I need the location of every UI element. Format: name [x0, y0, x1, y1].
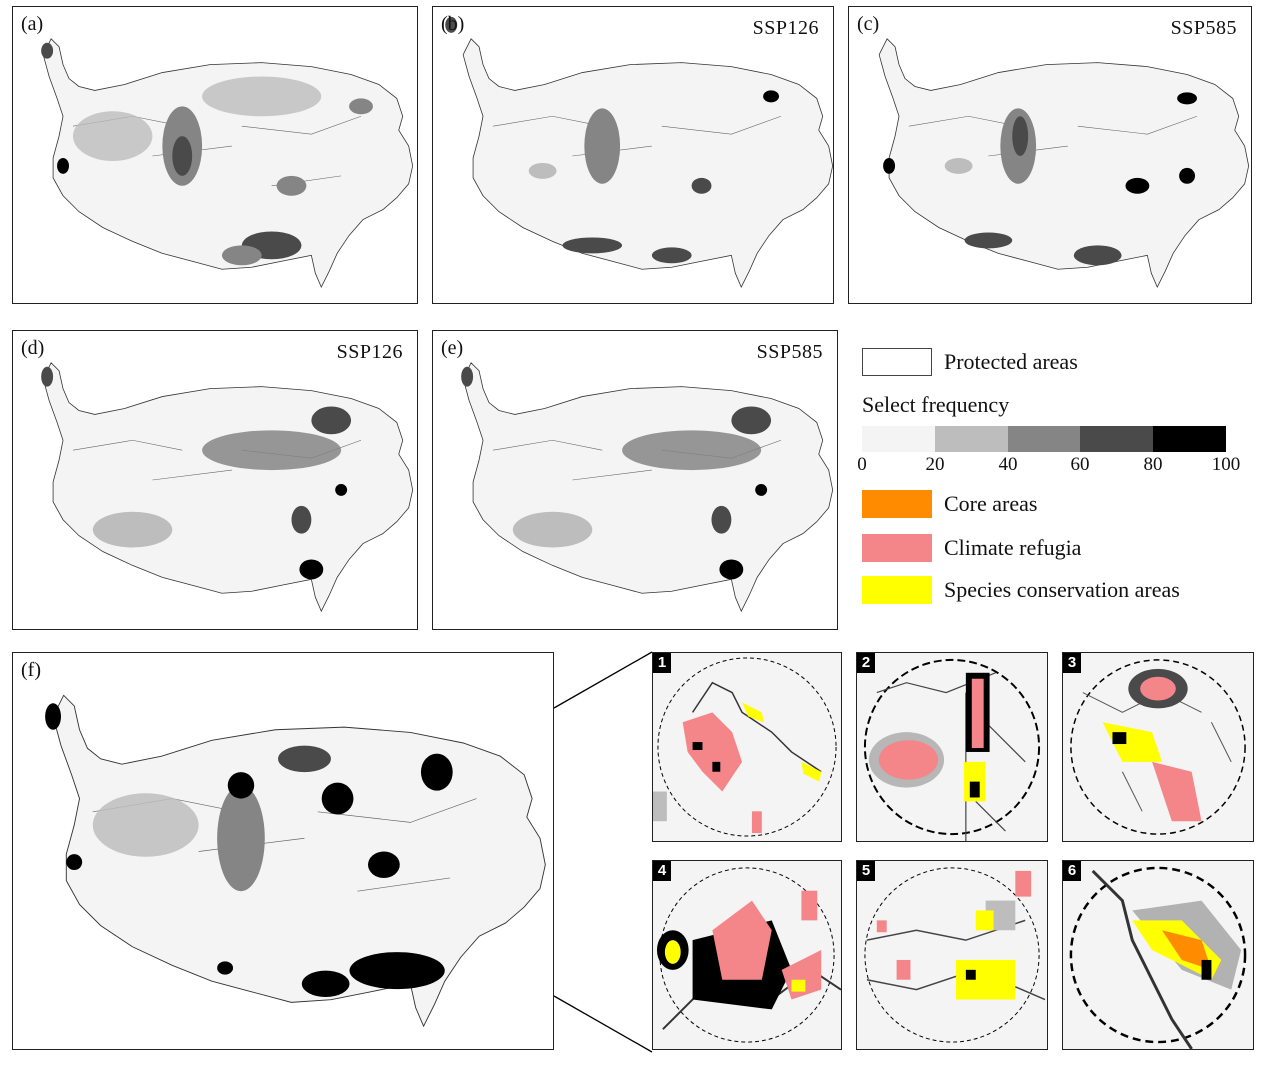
tibet-map-d [41, 362, 414, 612]
inset-map-3 [1070, 659, 1246, 835]
legend-core-areas: Core areas [862, 490, 1037, 518]
inset-3: 3 [1062, 652, 1254, 842]
scale-step [1153, 426, 1226, 452]
frequency-scale-bar [862, 426, 1226, 452]
legend-select-frequency: Select frequency [862, 392, 1009, 418]
inset-6: 6 [1062, 860, 1254, 1050]
inset-map-2 [863, 658, 1041, 841]
inset-map-5 [864, 867, 1046, 1043]
tibet-map-a [41, 38, 414, 288]
tibet-map-c [878, 38, 1250, 288]
legend-protected-areas: Protected areas [862, 348, 1078, 376]
scale-ticks: 0 20 40 60 80 100 [857, 454, 1242, 476]
scale-tick: 60 [1070, 454, 1090, 475]
inset-map-1 [653, 657, 837, 837]
scenario-label: SSP585 [1170, 17, 1237, 39]
scale-tick: 20 [925, 454, 945, 475]
legend-label: Climate refugia [944, 535, 1082, 560]
panel-label: (e) [441, 337, 464, 359]
legend-species-conservation: Species conservation areas [862, 576, 1180, 604]
map-panel-a: (a) [12, 6, 418, 304]
scale-tick: 100 [1211, 454, 1241, 475]
legend-label: Core areas [944, 491, 1038, 516]
tibet-map-b [445, 16, 833, 288]
tibet-map-e [461, 362, 834, 612]
map-panel-f: (f) [12, 652, 554, 1050]
inset-number: 1 [653, 653, 671, 673]
species-conservation-swatch [862, 576, 932, 604]
inset-number: 2 [857, 653, 875, 673]
scale-step [934, 426, 1008, 452]
legend: Protected areas Select frequency 0 20 40… [857, 348, 1262, 618]
inset-number: 4 [653, 861, 671, 881]
legend-label: Protected areas [944, 349, 1078, 374]
inset-map-6 [1069, 866, 1247, 1049]
legend-climate-refugia: Climate refugia [862, 534, 1081, 562]
inset-number: 6 [1063, 861, 1081, 881]
scale-step [862, 426, 935, 452]
protected-areas-swatch [862, 348, 932, 376]
panel-label: (d) [21, 337, 45, 359]
scenario-label: SSP126 [752, 17, 819, 39]
climate-refugia-swatch [862, 534, 932, 562]
scale-step [1007, 426, 1081, 452]
tibet-map-f [45, 694, 546, 1027]
map-panel-d: (d) SSP126 [12, 330, 418, 630]
legend-title: Select frequency [862, 392, 1010, 417]
scale-tick: 80 [1143, 454, 1163, 475]
panel-label: (f) [21, 659, 41, 681]
scenario-label: SSP585 [756, 341, 823, 363]
inset-number: 3 [1063, 653, 1081, 673]
inset-map-4 [656, 867, 841, 1043]
scenario-label: SSP126 [336, 341, 403, 363]
scale-step [1080, 426, 1154, 452]
core-areas-swatch [862, 490, 932, 518]
panel-label: (c) [857, 13, 880, 35]
scale-tick: 0 [857, 454, 867, 475]
map-panel-e: (e) SSP585 [432, 330, 838, 630]
inset-4: 4 [652, 860, 842, 1050]
map-panel-c: (c) SSP585 [848, 6, 1252, 304]
panel-label: (b) [441, 13, 465, 35]
inset-2: 2 [856, 652, 1048, 842]
inset-1: 1 [652, 652, 842, 842]
legend-label: Species conservation areas [944, 577, 1180, 602]
inset-number: 5 [857, 861, 875, 881]
scale-tick: 40 [998, 454, 1018, 475]
panel-label: (a) [21, 13, 44, 35]
map-panel-b: (b) SSP126 [432, 6, 834, 304]
inset-5: 5 [856, 860, 1048, 1050]
